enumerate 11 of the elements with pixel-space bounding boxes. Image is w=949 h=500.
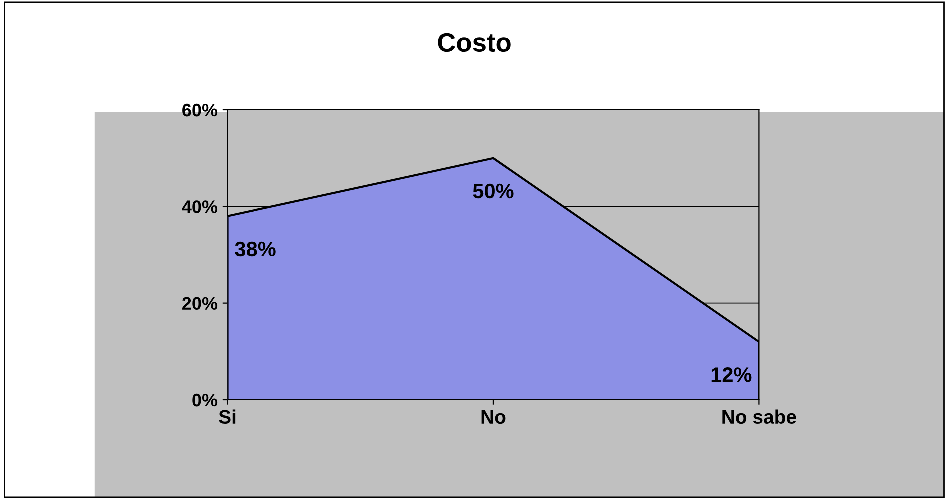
x-tick-label: No sabe — [722, 410, 796, 424]
y-tick-label: 20% — [182, 297, 218, 310]
data-label: 12% — [712, 368, 752, 382]
y-tick-label: 40% — [182, 200, 218, 214]
x-tick-label: Si — [219, 410, 236, 424]
data-label: 50% — [473, 184, 514, 199]
y-tick-label: 60% — [182, 104, 218, 117]
y-tick-label: 0% — [192, 394, 218, 407]
x-tick-label: No — [482, 410, 506, 424]
data-label: 38% — [235, 242, 276, 257]
chart-title: Costo — [438, 33, 511, 52]
